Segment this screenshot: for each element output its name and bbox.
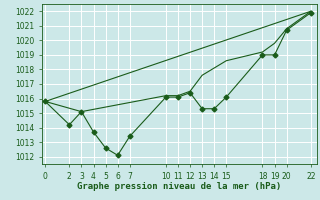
X-axis label: Graphe pression niveau de la mer (hPa): Graphe pression niveau de la mer (hPa)	[77, 182, 281, 191]
